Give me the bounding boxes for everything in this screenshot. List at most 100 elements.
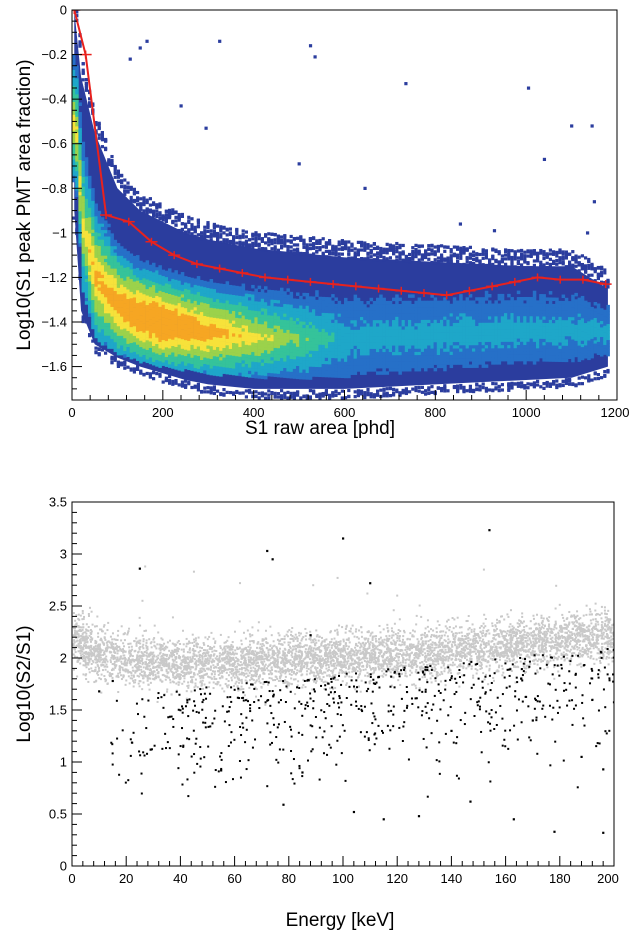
density-cell	[347, 317, 351, 321]
density-cell	[81, 202, 86, 207]
density-cell	[177, 315, 182, 320]
density-cell	[203, 287, 207, 291]
density-pixel	[449, 260, 453, 264]
density-cell	[270, 334, 274, 339]
density-cell	[392, 320, 396, 324]
density-cell	[385, 307, 390, 311]
density-cell	[88, 255, 92, 260]
density-pixel	[193, 230, 197, 234]
density-cell	[120, 307, 124, 311]
density-cell	[456, 342, 460, 346]
density-cell	[305, 328, 310, 332]
density-cell	[264, 324, 268, 329]
density-cell	[283, 345, 287, 350]
density-cell	[446, 316, 450, 321]
density-cell	[430, 300, 434, 305]
density-cell	[136, 303, 140, 307]
density-cell	[369, 310, 374, 315]
density-cell	[97, 249, 102, 253]
density-cell	[78, 115, 82, 119]
density-cell	[136, 357, 140, 362]
density-cell	[139, 318, 143, 322]
density-cell	[241, 353, 246, 358]
density-cell	[369, 329, 374, 334]
density-cell	[196, 279, 201, 283]
density-pixel	[193, 384, 197, 388]
density-cell	[219, 353, 223, 358]
density-cell	[212, 356, 217, 360]
density-pixel	[510, 259, 514, 263]
density-cell	[241, 293, 246, 297]
density-cell	[440, 300, 444, 305]
density-cell	[193, 345, 198, 350]
density-cell	[436, 345, 441, 349]
density-pixel	[212, 229, 216, 233]
density-cell	[97, 303, 102, 308]
density-cell	[408, 307, 412, 311]
density-cell	[152, 288, 156, 292]
density-cell	[177, 363, 182, 368]
density-cell	[446, 329, 450, 333]
density-cell	[427, 332, 431, 337]
density-cell	[350, 313, 354, 318]
density-cell	[75, 190, 79, 194]
density-cell	[190, 335, 194, 339]
density-cell	[392, 323, 396, 327]
density-cell	[340, 304, 345, 308]
density-pixel	[395, 247, 399, 252]
density-cell	[459, 310, 463, 314]
density-cell	[193, 348, 198, 353]
density-cell	[398, 336, 402, 340]
density-cell	[420, 364, 425, 369]
density-cell	[126, 295, 130, 300]
density-cell	[260, 372, 265, 376]
density-cell	[88, 303, 92, 308]
density-cell	[507, 300, 511, 304]
density-cell	[340, 326, 345, 331]
density-cell	[465, 310, 470, 314]
density-cell	[148, 338, 153, 342]
density-pixel	[209, 233, 213, 237]
density-cell	[430, 319, 434, 324]
density-cell	[248, 316, 252, 320]
density-cell	[388, 336, 393, 340]
density-cell	[286, 349, 290, 353]
density-cell	[433, 303, 438, 308]
density-cell	[472, 345, 476, 349]
density-cell	[504, 309, 508, 314]
density-cell	[260, 305, 265, 309]
density-cell	[200, 296, 204, 300]
density-cell	[440, 355, 444, 359]
density-cell	[91, 287, 95, 291]
density-cell	[196, 295, 201, 299]
density-cell	[180, 307, 185, 311]
density-cell	[241, 341, 246, 345]
density-cell	[164, 325, 169, 329]
density-pixel	[148, 208, 152, 212]
density-cell	[308, 353, 313, 358]
density-pixel	[171, 382, 175, 386]
density-cell	[308, 369, 313, 374]
density-cell	[264, 334, 268, 338]
density-cell	[184, 282, 188, 287]
density-cell	[292, 352, 297, 357]
density-cell	[424, 342, 428, 346]
density-cell	[286, 297, 290, 302]
density-cell	[216, 299, 220, 303]
density-cell	[516, 303, 521, 307]
density-cell	[507, 357, 511, 362]
density-cell	[244, 322, 249, 326]
density-cell	[241, 360, 246, 364]
density-cell	[507, 293, 511, 298]
density-pixel	[344, 245, 348, 249]
density-cell	[369, 326, 374, 331]
density-cell	[84, 272, 89, 276]
density-cell	[430, 323, 434, 327]
density-cell	[388, 352, 393, 356]
density-cell	[104, 342, 108, 346]
density-cell	[216, 327, 220, 332]
density-cell	[408, 294, 412, 298]
density-cell	[171, 339, 175, 344]
density-cell	[488, 332, 492, 336]
density-cell	[216, 324, 220, 329]
